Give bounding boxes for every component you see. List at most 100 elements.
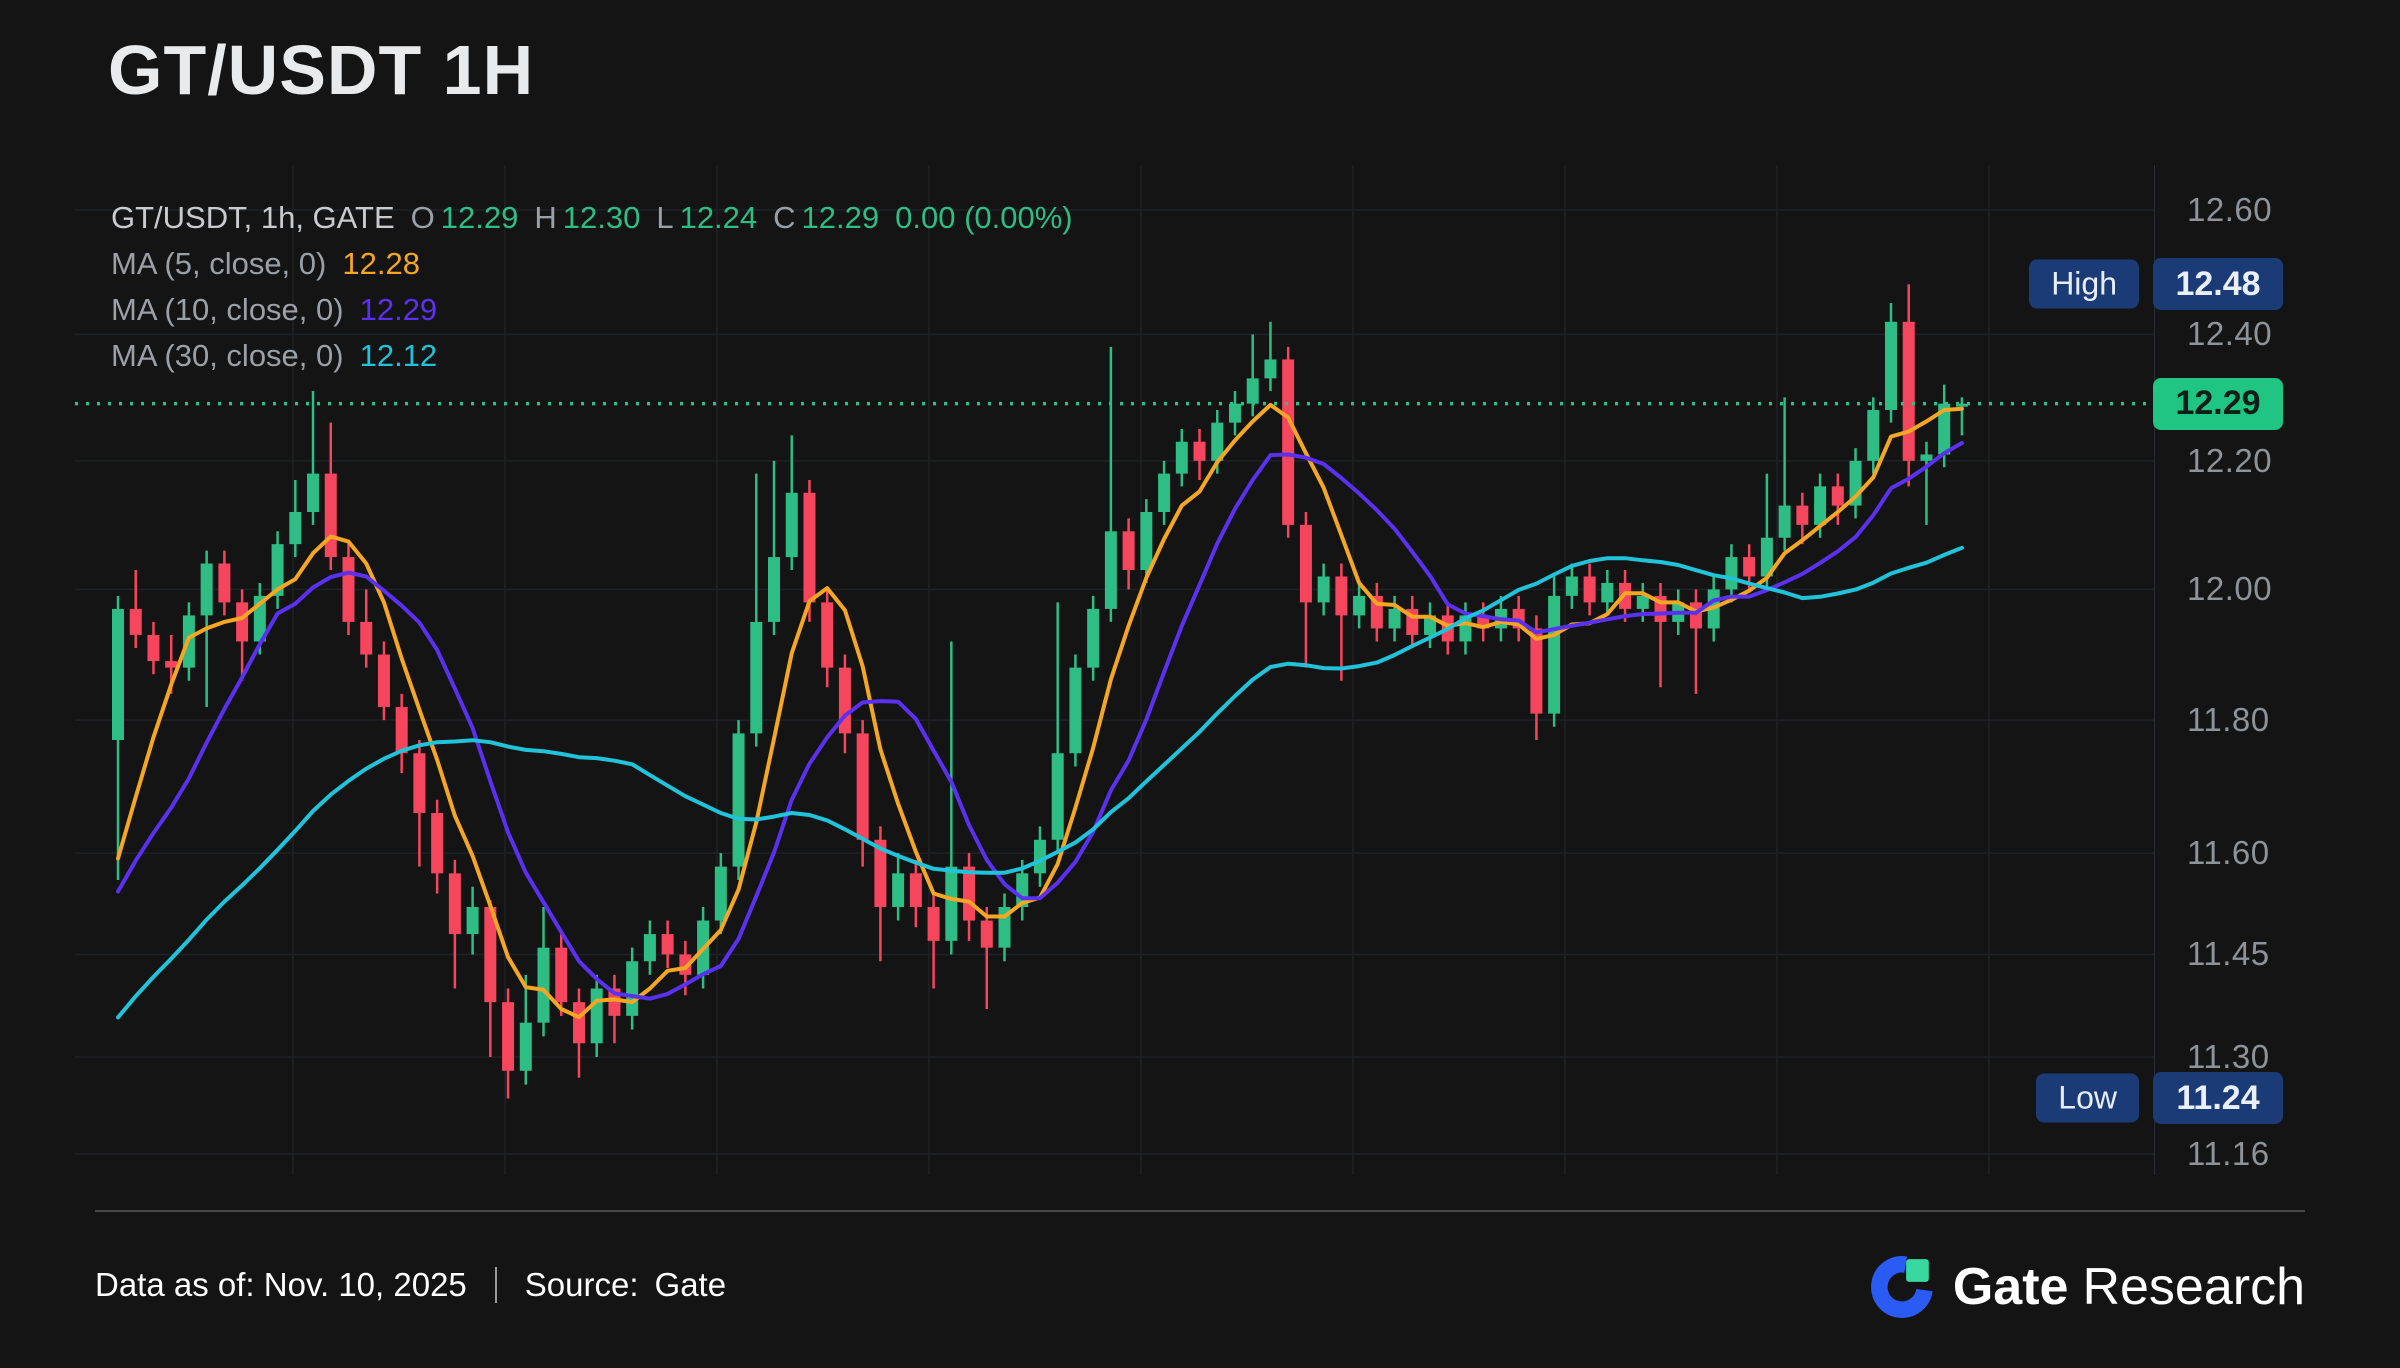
chart-legend: GT/USDT, 1h, GATE O 12.29 H 12.30 L 12.2…: [111, 195, 1073, 379]
candle-body: [1104, 531, 1117, 609]
candle-body: [147, 634, 160, 662]
candle-body: [218, 563, 231, 603]
candle-body: [750, 621, 763, 734]
footer-divider: [95, 1210, 2305, 1212]
brand-research-text: Research: [2082, 1258, 2305, 1316]
candle-body: [537, 947, 550, 1023]
ma10-line: [116, 441, 1964, 1001]
legend-low-label: L: [656, 200, 674, 235]
candle-body: [289, 512, 302, 545]
current-price-badge: 12.29: [2153, 377, 2283, 430]
candle-body: [448, 873, 461, 935]
candle-body: [519, 1022, 532, 1071]
candlestick-chart: [75, 165, 2155, 1175]
price-tick-label: 11.16: [2187, 1135, 2270, 1173]
brand-gate-text: Gate: [1952, 1258, 2069, 1316]
candle-body: [342, 557, 355, 622]
price-tick-label: 12.60: [2187, 190, 2273, 228]
price-tick-label: 11.60: [2187, 834, 2270, 872]
footer-separator: [494, 1267, 497, 1303]
candle-body: [980, 920, 993, 948]
candle-body: [1140, 512, 1153, 571]
candle-body: [236, 602, 249, 642]
candle-body: [927, 907, 940, 941]
legend-close-label: C: [773, 200, 796, 235]
price-tick-label: 12.20: [2187, 441, 2273, 479]
candle-body: [732, 733, 745, 867]
candle-body: [643, 934, 656, 962]
ma30-line: [116, 545, 1964, 1020]
legend-ma30-label: MA (30, close, 0): [111, 338, 344, 373]
candle-body: [661, 934, 674, 955]
candle-body: [785, 492, 798, 558]
candle-body: [1902, 321, 1915, 461]
candle-body: [1069, 667, 1082, 754]
candle-body: [1548, 595, 1561, 714]
candle-body: [1228, 403, 1241, 423]
legend-symbol-row: GT/USDT, 1h, GATE O 12.29 H 12.30 L 12.2…: [111, 195, 1073, 241]
candle-body: [963, 866, 976, 921]
candle-body: [1814, 486, 1827, 525]
candle-body: [1760, 537, 1773, 577]
candle-body: [1282, 359, 1295, 525]
candle-body: [892, 873, 905, 908]
high-price-badge: 12.48: [2153, 258, 2283, 311]
legend-ma10-value: 12.29: [359, 292, 438, 327]
price-tick-label: 11.80: [2187, 701, 2270, 739]
candle-body: [590, 988, 603, 1044]
candle-body: [1264, 359, 1277, 379]
candle-body: [1778, 505, 1791, 538]
candle-body: [626, 961, 639, 1016]
candle-body: [431, 813, 444, 874]
candle-body: [1299, 524, 1312, 603]
price-tick-label: 11.30: [2187, 1038, 2270, 1076]
legend-ma5-value: 12.28: [342, 246, 420, 281]
legend-high-label: H: [534, 200, 557, 235]
price-axis: 12.48 12.29 11.24 12.60 12.40 12.20 12.00 11…: [2153, 165, 2400, 1175]
candle-body: [1246, 378, 1259, 404]
candle-body: [1087, 608, 1100, 668]
candle-body: [377, 654, 390, 708]
high-marker-label: High: [2029, 259, 2139, 309]
candle-body: [395, 707, 408, 754]
candle-body: [1601, 582, 1614, 603]
legend-ma10-label: MA (10, close, 0): [111, 292, 344, 327]
price-tick-label: 12.40: [2187, 315, 2273, 353]
candle-body: [1051, 753, 1064, 840]
candle-body: [1317, 576, 1330, 603]
candle-body: [484, 907, 497, 1003]
legend-change-value: 0.00 (0.00%): [895, 200, 1073, 235]
candle-body: [1796, 505, 1809, 525]
candle-body: [466, 907, 479, 935]
candle-body: [1033, 839, 1046, 874]
candle-body: [1565, 576, 1578, 596]
candle-body: [1689, 602, 1702, 629]
candle-body: [1353, 595, 1366, 616]
candle-body: [945, 866, 958, 941]
candle-body: [1158, 473, 1171, 513]
candle-body: [1867, 409, 1880, 461]
candle-body: [909, 873, 922, 908]
candle-body: [1743, 557, 1756, 577]
legend-ma5-row: MA (5, close, 0) 12.28: [111, 241, 1073, 287]
candle-body: [874, 839, 887, 908]
data-as-of-text: Data as of: Nov. 10, 2025: [95, 1266, 467, 1303]
gate-logo-icon: [1870, 1256, 1933, 1318]
candle-body: [502, 1002, 515, 1071]
candle-body: [1885, 321, 1897, 410]
legend-open-value: 12.29: [440, 200, 519, 235]
candle-body: [1583, 576, 1596, 603]
candle-body: [714, 866, 727, 921]
candle-body: [360, 621, 373, 655]
candle-body: [856, 733, 869, 840]
candle-body: [1920, 454, 1933, 461]
candle-body: [200, 563, 213, 616]
gate-research-logo: Gate Research: [1869, 1254, 2305, 1320]
candle-body: [271, 544, 284, 596]
price-tick-label: 12.00: [2187, 570, 2273, 608]
candle-body: [1530, 628, 1543, 714]
candle-body: [1388, 608, 1401, 629]
candle-body: [1122, 531, 1135, 571]
candle-body: [165, 661, 178, 668]
